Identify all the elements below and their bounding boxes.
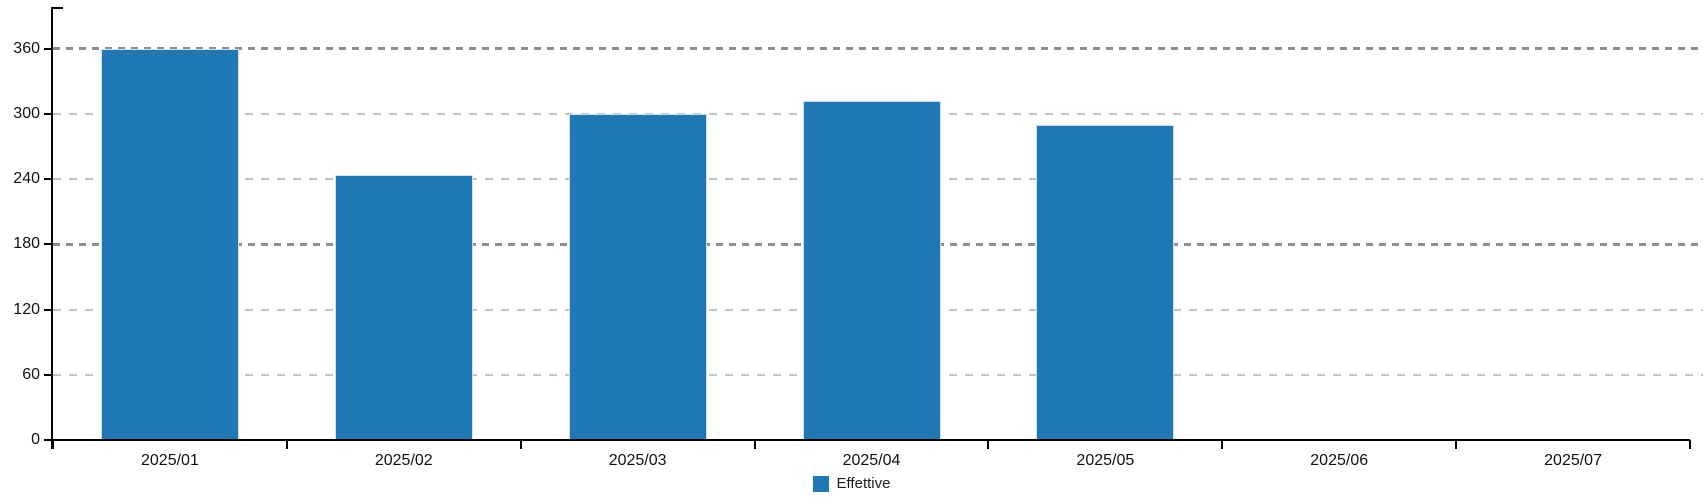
y-axis-label-180: 180 bbox=[13, 235, 40, 253]
x-axis-label-2025-05: 2025/05 bbox=[1076, 452, 1135, 469]
x-axis-label-2025-01: 2025/01 bbox=[141, 452, 199, 469]
x-axis-tick-7 bbox=[1689, 440, 1691, 449]
x-axis-label-2025-03: 2025/03 bbox=[608, 452, 667, 469]
x-axis-line bbox=[44, 439, 1690, 441]
x-axis-tick-5 bbox=[1221, 440, 1224, 449]
y-axis-tick-180 bbox=[44, 243, 52, 246]
legend-swatch-icon bbox=[812, 476, 829, 492]
bar-2025-02[interactable] bbox=[334, 174, 473, 440]
x-axis-tick-4 bbox=[987, 440, 990, 449]
y-axis-line bbox=[51, 8, 53, 449]
y-axis-top-cap bbox=[51, 7, 63, 9]
x-axis-tick-1 bbox=[285, 440, 288, 449]
x-axis-label-2025-02: 2025/02 bbox=[374, 452, 433, 469]
gridline-y-360 bbox=[53, 47, 1703, 50]
legend-item-effettive[interactable]: Effettive bbox=[812, 475, 891, 492]
x-axis-tick-0 bbox=[52, 440, 54, 449]
bar-2025-05[interactable] bbox=[1036, 124, 1175, 440]
y-axis-tick-300 bbox=[44, 112, 52, 115]
y-axis-label-300: 300 bbox=[13, 104, 40, 122]
legend-label: Effettive bbox=[836, 475, 891, 492]
x-axis-label-2025-07: 2025/07 bbox=[1544, 452, 1602, 469]
bar-2025-04[interactable] bbox=[802, 100, 941, 440]
x-axis-tick-3 bbox=[753, 440, 756, 449]
y-axis-label-360: 360 bbox=[13, 39, 40, 57]
y-axis-label-120: 120 bbox=[13, 300, 40, 318]
bar-2025-01[interactable] bbox=[100, 48, 239, 440]
y-axis-tick-60 bbox=[44, 373, 52, 376]
y-axis-label-240: 240 bbox=[13, 170, 40, 187]
bar-2025-03[interactable] bbox=[568, 113, 707, 440]
y-axis-tick-360 bbox=[44, 47, 52, 50]
x-axis-tick-6 bbox=[1455, 440, 1458, 449]
x-axis-tick-2 bbox=[519, 440, 522, 449]
y-axis-label-0: 0 bbox=[31, 431, 40, 448]
y-axis-tick-240 bbox=[44, 178, 52, 180]
y-axis-tick-120 bbox=[44, 308, 52, 311]
legend: Effettive bbox=[0, 476, 1703, 492]
x-axis-label-2025-06: 2025/06 bbox=[1310, 452, 1369, 469]
y-axis-label-60: 60 bbox=[22, 365, 40, 383]
x-axis-label-2025-04: 2025/04 bbox=[842, 452, 901, 469]
